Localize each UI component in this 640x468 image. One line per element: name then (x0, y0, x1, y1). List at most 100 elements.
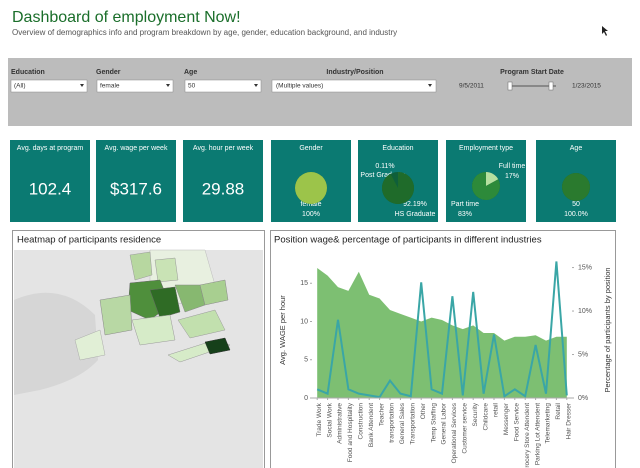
y2-tick-label: 10% (578, 308, 592, 315)
x-tick-label: Bank Attendent (368, 403, 375, 447)
pie-title: Gender (299, 145, 323, 152)
x-tick-label: Hair Dresser (566, 402, 573, 439)
dropdown[interactable] (184, 79, 262, 93)
kpi-label: Avg. hour per week (193, 145, 254, 152)
kpi-card (96, 140, 176, 222)
pie-title: Age (570, 145, 583, 152)
kpi-value: 29.88 (202, 179, 245, 198)
x-tick-label: Administrative (337, 403, 344, 444)
slider-handle[interactable] (548, 81, 554, 91)
subtitle: Overview of demographics info and progra… (12, 28, 397, 37)
pie-slice (562, 173, 590, 201)
pie-slice (486, 172, 499, 186)
slice-name: Part time (451, 201, 479, 208)
dropdown[interactable] (271, 79, 437, 93)
kpi-label: Avg. days at program (17, 145, 84, 152)
area (317, 267, 567, 398)
y-axis-title: Avg. WAGE per hour (278, 295, 287, 365)
x-tick-label: Trade Work (316, 402, 323, 436)
slice-name: 50 (572, 201, 580, 208)
y2-tick-label: 0% (578, 395, 588, 402)
district (131, 314, 176, 346)
y2-tick-label: 5% (578, 351, 588, 358)
x-tick-label: Grocery Store Attendent (524, 403, 531, 468)
x-tick-label: Food and Hospitality (347, 402, 354, 462)
x-tick-label: Security (472, 402, 479, 426)
pie-slice (472, 172, 501, 200)
district (149, 286, 181, 319)
chart-title: Position wage& percentage of participant… (274, 235, 542, 246)
line (316, 261, 568, 399)
district (129, 251, 153, 281)
district (154, 257, 179, 283)
x-tick-label: transportation (389, 403, 396, 443)
dropdown-value: (All) (14, 83, 26, 90)
x-tick-label: Temp Staffing (430, 403, 437, 443)
slice-label: 92.19% (403, 201, 427, 208)
kpi-label: Avg. wage per week (105, 145, 168, 152)
filter-label: Industry/Position (326, 69, 383, 76)
slice-label: 100.0% (564, 211, 588, 218)
slice-label: 0.11% (375, 163, 394, 170)
district (74, 329, 106, 361)
dropdown-arrow (254, 84, 258, 87)
title: Dashboard of employment Now! (12, 9, 241, 26)
dropdown-arrow (166, 84, 170, 87)
pie-slice (295, 172, 327, 204)
cursor (602, 26, 608, 36)
filter-label: Education (11, 69, 45, 76)
district (204, 337, 231, 355)
x-tick-label: Teacher (378, 402, 385, 426)
x-tick-label: Messenger (503, 402, 510, 435)
district (199, 279, 229, 306)
x-tick-label: Other (420, 402, 427, 419)
x-tick-label: Construction (358, 403, 365, 440)
y-tick-label: 15 (300, 280, 308, 287)
dropdown[interactable] (96, 79, 174, 93)
dropdown-value: (Multiple values) (276, 83, 323, 90)
dropdown-value: female (100, 83, 120, 90)
kpi-card (10, 140, 90, 222)
filter-label: Program Start Date (500, 69, 564, 76)
date-start: 9/5/2011 (459, 83, 484, 90)
slice-name: Full time (499, 163, 526, 170)
x-tick-label: Operational Services (451, 402, 458, 463)
filter-label: Gender (96, 69, 121, 76)
kpi-value: 102.4 (29, 179, 72, 198)
dropdown-arrow (428, 84, 432, 87)
x-tick-label: Social Work (326, 402, 333, 437)
filter-label: Age (184, 69, 197, 76)
dropdown-value: 50 (188, 83, 196, 90)
district (177, 309, 226, 339)
y-tick-label: 5 (304, 357, 308, 364)
x-tick-label: General Sales (399, 402, 406, 444)
x-tick-label: Childcare (482, 403, 489, 431)
y-tick-label: 10 (300, 318, 308, 325)
x-tick-label: Customer service (462, 403, 469, 454)
slice-label: 100% (302, 211, 320, 218)
slice-name: Post Graduate (360, 172, 405, 179)
slider-handle[interactable] (507, 81, 513, 91)
y2-axis-title: Percentage of participants by position (603, 267, 612, 392)
dropdown[interactable] (10, 79, 88, 93)
kpi-value: $317.6 (110, 179, 162, 198)
dropdown-arrow (80, 84, 84, 87)
slice-name: female (300, 201, 321, 208)
y-tick-label: 0 (304, 395, 308, 402)
slice-label: 17% (505, 173, 519, 180)
x-tick-label: General Labor (441, 402, 448, 444)
panel-title: Heatmap of participants residence (17, 235, 161, 246)
y2-tick-label: 15% (578, 264, 592, 271)
plot: 0 5 10 15 0% 5% 10% 15% Trade Work Social Work Adm… (300, 261, 592, 468)
land (14, 292, 98, 395)
x-tick-label: Food Service (514, 403, 521, 442)
x-tick-label: Telemarketing (545, 403, 552, 444)
pie-title: Employment type (459, 145, 513, 152)
x-tick-label: Parking Lot Attendent (534, 403, 541, 465)
x-tick-label: Transportation (410, 403, 417, 445)
slice-label: 83% (458, 211, 472, 218)
slice-name: HS Graduate (395, 211, 436, 218)
x-tick-label: retail (493, 402, 500, 417)
